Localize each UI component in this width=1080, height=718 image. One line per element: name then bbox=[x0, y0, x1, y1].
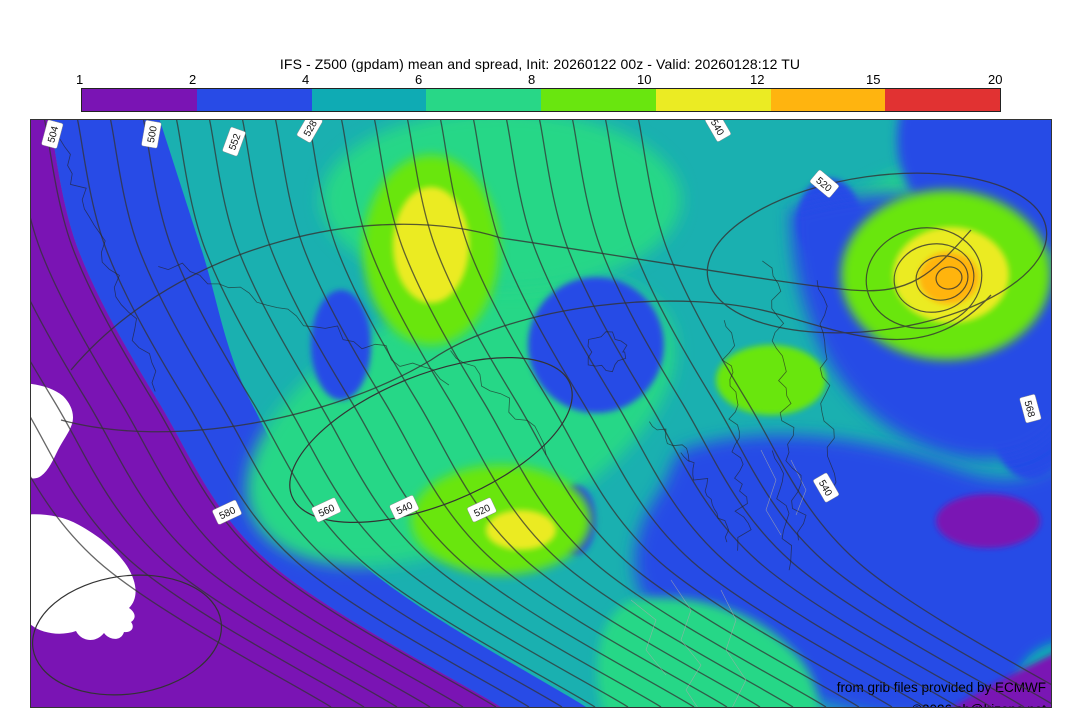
svg-text:©2026 sb@lrizone.net: ©2026 sb@lrizone.net bbox=[912, 702, 1046, 707]
